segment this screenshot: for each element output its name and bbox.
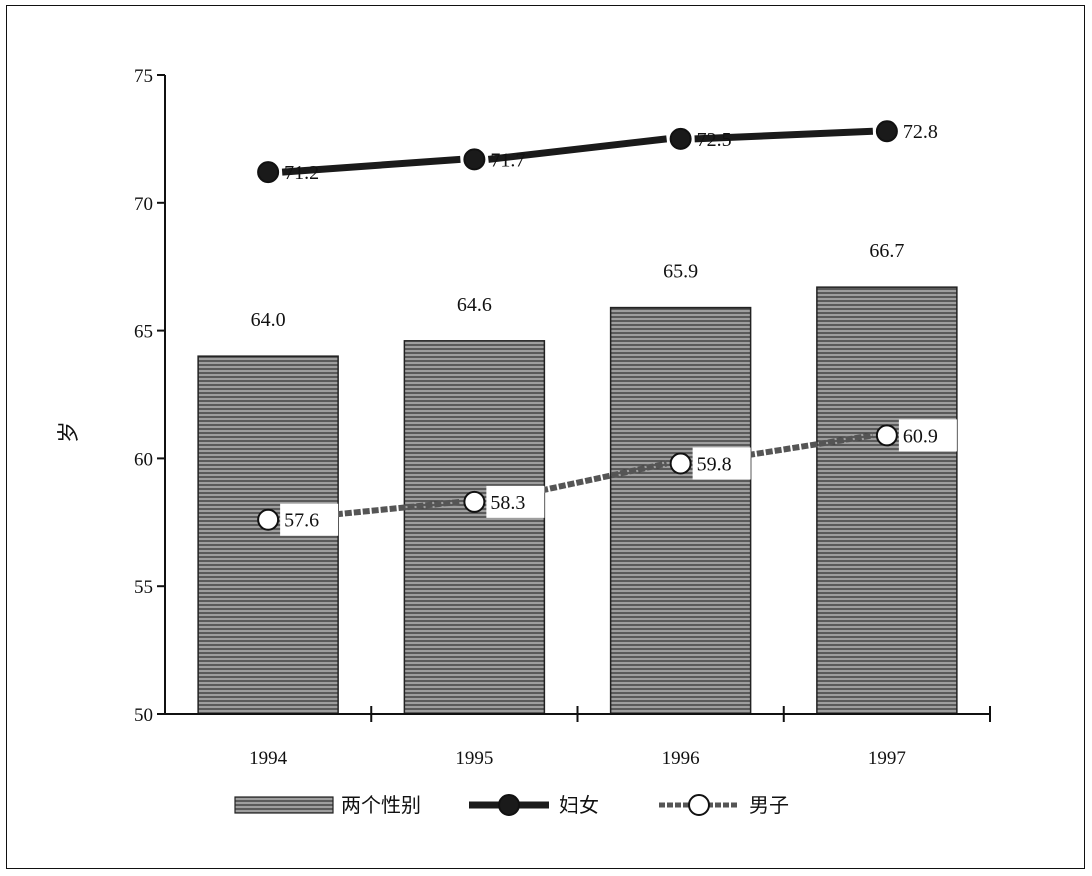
series-value-label: 71.2 bbox=[284, 162, 319, 184]
series-line-segment bbox=[694, 127, 874, 143]
legend: 两个性别 妇女 男子 bbox=[234, 793, 789, 817]
data-label-box bbox=[692, 447, 751, 480]
series-value-label: 72.5 bbox=[697, 129, 732, 151]
series-point bbox=[875, 120, 898, 143]
series-line-segment bbox=[281, 155, 461, 176]
data-label-box bbox=[280, 503, 339, 536]
legend-swatch-marker bbox=[688, 794, 710, 816]
y-tick-label: 65 bbox=[134, 322, 153, 343]
bar-1995 bbox=[403, 340, 546, 715]
y-tick-label: 70 bbox=[134, 194, 153, 215]
legend-swatch-marker bbox=[498, 794, 520, 816]
series-point bbox=[875, 424, 898, 447]
series-point bbox=[257, 161, 280, 184]
series-point bbox=[669, 452, 692, 475]
series-point bbox=[463, 490, 486, 513]
y-tick-label: 50 bbox=[134, 705, 153, 726]
bar-value-label: 66.7 bbox=[869, 240, 904, 262]
plot-area: 64.0 64.6 65.9 66.7 50 55 60 65 70 75 1994 1995 1996… bbox=[134, 66, 991, 769]
legend-label: 两个性别 bbox=[341, 793, 421, 817]
legend-label: 男子 bbox=[749, 793, 789, 817]
chart-frame bbox=[6, 5, 1085, 869]
series-point bbox=[463, 148, 486, 171]
bar-value-label: 65.9 bbox=[663, 261, 698, 283]
series-value-label: 59.8 bbox=[697, 454, 732, 476]
y-tick-label: 55 bbox=[134, 577, 153, 598]
series-value-label: 58.3 bbox=[490, 492, 525, 514]
y-tick-label: 75 bbox=[134, 66, 153, 87]
bar-1996 bbox=[609, 306, 752, 715]
bar-value-label: 64.0 bbox=[251, 309, 286, 331]
series-line-segment bbox=[487, 135, 668, 163]
x-tick-label: 1995 bbox=[455, 748, 493, 769]
data-label-box bbox=[486, 485, 545, 518]
series-value-label: 71.7 bbox=[490, 149, 525, 171]
data-label-box bbox=[898, 419, 957, 452]
series-value-label: 60.9 bbox=[903, 425, 938, 447]
series-value-label: 72.8 bbox=[903, 121, 938, 143]
series-point bbox=[669, 127, 692, 150]
x-tick-label: 1997 bbox=[868, 748, 906, 769]
series-point bbox=[257, 508, 280, 531]
x-tick-label: 1996 bbox=[662, 748, 700, 769]
x-tick-label: 1994 bbox=[249, 748, 288, 769]
y-tick-label: 60 bbox=[134, 449, 153, 470]
series-value-label: 57.6 bbox=[284, 510, 319, 532]
y-axis-label: 岁 bbox=[57, 421, 82, 443]
bar-value-label: 64.6 bbox=[457, 294, 492, 316]
legend-swatch-bar bbox=[234, 796, 334, 814]
bar-1997 bbox=[816, 286, 958, 715]
legend-label: 妇女 bbox=[559, 793, 599, 817]
